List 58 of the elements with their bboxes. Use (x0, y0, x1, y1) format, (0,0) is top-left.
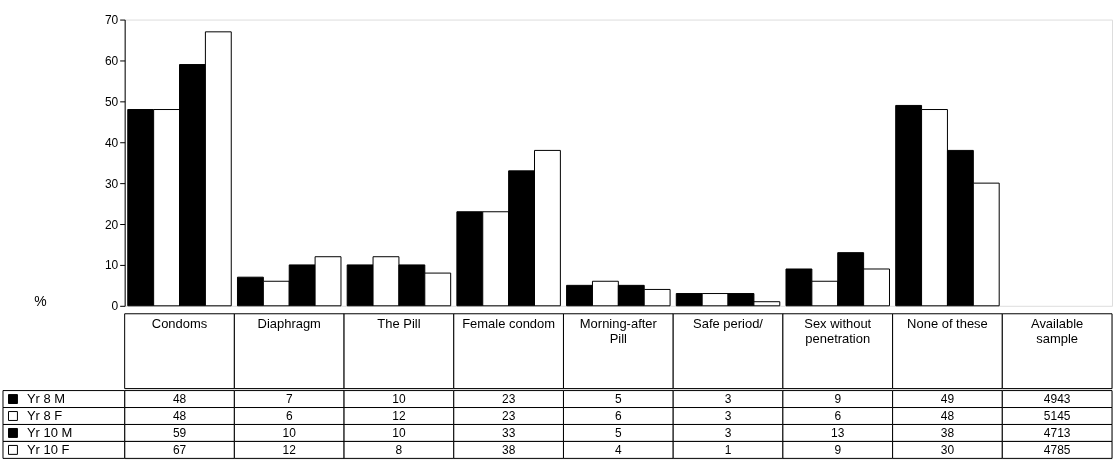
data-label: 10 (392, 392, 406, 407)
data-label: 38 (940, 425, 955, 440)
y-tick-label: 30 (104, 176, 119, 191)
data-label: 33 (501, 425, 516, 440)
data-label: 1 (724, 442, 732, 457)
legend-label: Yr 8 F (26, 407, 63, 423)
data-label: 67 (172, 442, 187, 457)
legend-label: Yr 10 M (26, 424, 73, 440)
data-label: 3 (724, 408, 732, 423)
data-label: 12 (392, 408, 406, 423)
data-label: 6 (615, 408, 623, 423)
y-tick-label: 0 (111, 299, 119, 314)
y-tick-label: 10 (104, 258, 119, 273)
x-tick-label: Morning-after Pill (579, 315, 658, 346)
y-tick-label: 40 (104, 135, 119, 150)
x-tick-label: Diaphragm (257, 315, 321, 331)
legend-label: Yr 8 M (26, 391, 66, 407)
data-label: 30 (940, 442, 955, 457)
x-tick-label: Sex without penetration (804, 315, 872, 346)
x-tick-label: None of these (907, 315, 988, 331)
text: Available sample (1030, 315, 1084, 346)
text: 4785 (1043, 442, 1071, 457)
data-label: 48 (940, 408, 955, 423)
data-label: 9 (834, 392, 842, 407)
data-label: 10 (282, 425, 297, 440)
y-tick-label: 70 (104, 13, 119, 28)
data-label: 5 (615, 392, 623, 407)
legend-label: Yr 10 F (26, 441, 70, 457)
data-label: 49 (940, 392, 955, 407)
text: 4713 (1043, 425, 1071, 440)
y-tick-label: 60 (104, 53, 119, 68)
x-tick-label: Safe period/ (693, 315, 764, 331)
data-label: 3 (724, 392, 732, 407)
data-label: 59 (172, 425, 187, 440)
data-label: 5 (615, 425, 623, 440)
y-tick-label: 50 (104, 94, 119, 109)
text: 5145 (1043, 408, 1071, 423)
text: 4943 (1043, 392, 1071, 407)
y-axis-title: % (34, 293, 47, 310)
data-label: 8 (395, 442, 403, 457)
data-label: 6 (285, 408, 293, 423)
data-label: 10 (392, 425, 406, 440)
data-label: 7 (285, 392, 293, 407)
data-label: 38 (501, 442, 516, 457)
x-tick-label: Condoms (151, 315, 208, 331)
data-label: 13 (831, 425, 845, 440)
data-label: 4 (615, 442, 623, 457)
y-tick-label: 20 (104, 217, 119, 232)
x-tick-label: The Pill (377, 315, 421, 331)
data-label: 23 (501, 392, 516, 407)
data-label: 48 (172, 408, 187, 423)
data-label: 23 (501, 408, 516, 423)
data-label: 12 (282, 442, 297, 457)
data-label: 6 (834, 408, 842, 423)
x-tick-label: Female condom (462, 315, 556, 331)
data-label: 3 (724, 425, 732, 440)
data-label: 9 (834, 442, 842, 457)
data-label: 48 (172, 392, 187, 407)
